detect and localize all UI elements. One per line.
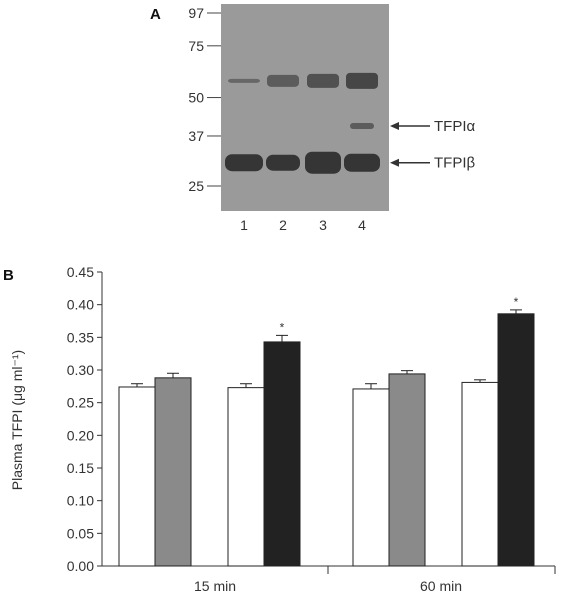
band-label-beta: TFPIβ — [434, 155, 475, 172]
y-tick-label: 0.10 — [67, 493, 94, 509]
lane-label: 1 — [240, 217, 248, 233]
y-tick-label: 0.15 — [67, 460, 94, 476]
mw-label: 50 — [188, 90, 204, 106]
y-axis-title: Plasma TFPI (μg ml⁻¹) — [9, 350, 25, 490]
bar — [118, 386, 156, 567]
lane-labels: 1 2 3 4 — [240, 217, 366, 233]
bar — [227, 387, 265, 567]
bar — [388, 373, 426, 567]
y-tick-label: 0.45 — [67, 264, 94, 280]
x-category-label: 15 min — [194, 578, 236, 594]
band-high-mw — [267, 74, 299, 87]
bar — [461, 381, 499, 567]
y-tick-label: 0.35 — [67, 329, 94, 345]
band-high-mw — [307, 73, 339, 88]
y-tick-label: 0.05 — [67, 525, 94, 541]
chart-axes: 0.00 0.05 0.10 0.15 0.20 0.25 0.30 0.35 0.40 0.45… — [67, 264, 556, 594]
band-annotations: TFPIα TFPIβ — [390, 118, 475, 172]
lane-label: 3 — [319, 217, 327, 233]
band-tfpi-beta — [266, 154, 300, 171]
y-tick-label: 0.25 — [67, 395, 94, 411]
band-tfpi-beta — [225, 154, 263, 172]
significance-mark: * — [280, 320, 285, 334]
panel-b-label: B — [3, 267, 14, 284]
bar — [263, 341, 301, 567]
bar-series: ** — [118, 295, 535, 567]
y-tick-label: 0.00 — [67, 558, 94, 574]
y-tick-label: 0.30 — [67, 362, 94, 378]
panel-a-label: A — [150, 6, 161, 23]
y-tick-label: 0.20 — [67, 427, 94, 443]
bar — [154, 377, 192, 567]
arrow-head — [390, 122, 399, 131]
band-tfpi-beta — [344, 153, 380, 172]
mw-markers: 97 75 50 37 25 — [188, 5, 221, 194]
band-tfpi-alpha — [350, 123, 374, 130]
band-label-alpha: TFPIα — [434, 118, 475, 135]
mw-label: 75 — [188, 38, 204, 54]
mw-label: 25 — [188, 178, 204, 194]
arrow-head — [390, 158, 399, 167]
bar — [497, 313, 535, 567]
bar — [352, 388, 390, 567]
band-tfpi-beta — [305, 151, 341, 174]
western-blot — [221, 4, 389, 211]
mw-label: 97 — [188, 5, 204, 21]
band-high-mw — [346, 72, 378, 89]
lane-label: 4 — [358, 217, 366, 233]
band-high-mw — [228, 78, 260, 83]
y-tick-label: 0.40 — [67, 297, 94, 313]
mw-label: 37 — [188, 128, 204, 144]
blot-membrane — [221, 4, 389, 211]
x-category-label: 60 min — [420, 578, 462, 594]
significance-mark: * — [514, 295, 519, 309]
lane-label: 2 — [279, 217, 287, 233]
